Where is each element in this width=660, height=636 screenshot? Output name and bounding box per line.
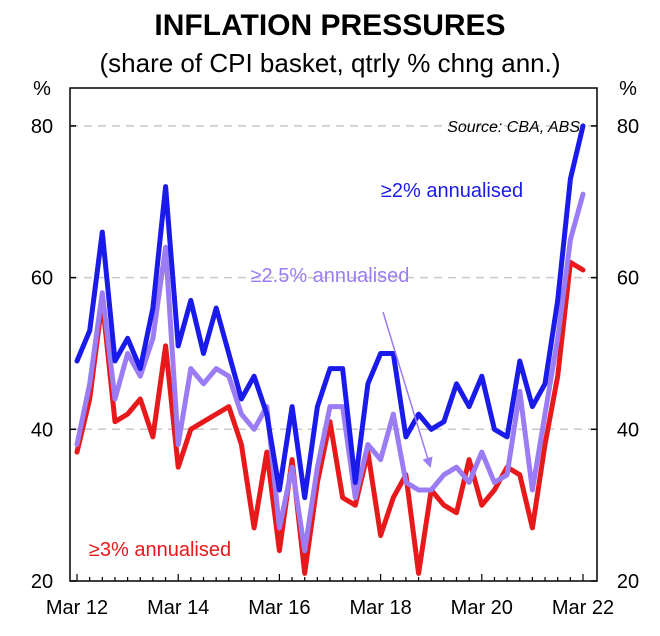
y-axis-unit-right: % <box>619 78 637 100</box>
series-lines <box>74 123 586 576</box>
series-line-0 <box>74 123 586 501</box>
annotation-label-0: ≥2% annualised <box>381 180 523 202</box>
x-tick-label: Mar 20 <box>451 597 513 619</box>
y-tick-right-label: 80 <box>617 116 639 138</box>
y-tick-right-label: 40 <box>617 419 639 441</box>
x-tick-label: Mar 22 <box>552 597 614 619</box>
annotation-label-1: ≥2.5% annualised <box>251 265 410 287</box>
y-tick-left-label: 40 <box>31 419 53 441</box>
y-tick-left-label: 60 <box>31 268 53 290</box>
source-note: Source: CBA, ABS <box>447 119 580 136</box>
x-tick-label: Mar 16 <box>248 597 310 619</box>
y-axis-right: 20 40 60 80 <box>591 116 639 593</box>
chart-title: INFLATION PRESSURES <box>154 9 505 42</box>
chart-subtitle: (share of CPI basket, qtrly % chng ann.) <box>100 48 561 78</box>
y-tick-left-label: 20 <box>31 571 53 593</box>
x-tick-label: Mar 14 <box>147 597 209 619</box>
annotation-arrow <box>382 311 433 469</box>
y-axis-left: 20 40 60 80 <box>31 116 76 593</box>
x-tick-label: Mar 12 <box>46 597 108 619</box>
series-line-1 <box>74 191 586 554</box>
x-tick-label: Mar 18 <box>349 597 411 619</box>
plot-frame <box>69 87 598 582</box>
series-annotations: ≥2% annualised ≥2.5% annualised ≥3% annual… <box>89 180 523 561</box>
y-tick-left-label: 80 <box>31 116 53 138</box>
y-tick-right-label: 60 <box>617 268 639 290</box>
y-tick-right-label: 20 <box>617 571 639 593</box>
x-axis: Mar 12 Mar 14 Mar 16 Mar 18 Mar 20 Mar 22 <box>46 574 614 619</box>
annotation-label-2: ≥3% annualised <box>89 539 231 561</box>
y-axis-unit-left: % <box>33 78 51 100</box>
